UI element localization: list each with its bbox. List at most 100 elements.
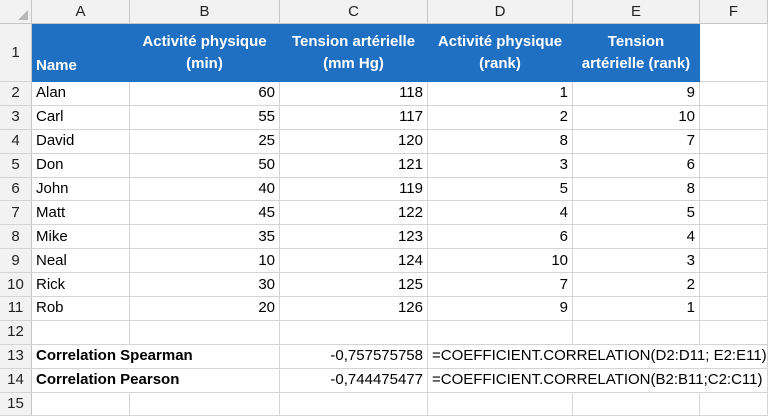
- row-header[interactable]: 8: [0, 225, 32, 250]
- empty-cell[interactable]: [700, 201, 768, 226]
- column-header-b[interactable]: B: [130, 0, 280, 24]
- tension-rank-cell[interactable]: 2: [573, 273, 700, 298]
- name-cell[interactable]: Rob: [32, 297, 130, 321]
- activity-cell[interactable]: 10: [130, 249, 280, 274]
- tension-rank-cell[interactable]: 7: [573, 129, 700, 154]
- empty-cell[interactable]: [700, 24, 768, 82]
- empty-cell[interactable]: [700, 297, 768, 321]
- activity-rank-cell[interactable]: 1: [428, 82, 573, 106]
- spearman-value-cell[interactable]: -0,757575758: [280, 344, 428, 369]
- column-header-d[interactable]: D: [428, 0, 573, 24]
- activity-cell[interactable]: 20: [130, 297, 280, 321]
- activity-rank-cell[interactable]: 8: [428, 129, 573, 154]
- empty-cell[interactable]: [700, 225, 768, 250]
- column-header-a[interactable]: A: [32, 0, 130, 24]
- row-header[interactable]: 7: [0, 201, 32, 226]
- header-cell-name[interactable]: Name: [32, 24, 130, 82]
- activity-rank-cell[interactable]: 2: [428, 105, 573, 130]
- name-cell[interactable]: David: [32, 129, 130, 154]
- empty-cell[interactable]: [130, 344, 280, 369]
- column-header-c[interactable]: C: [280, 0, 428, 24]
- activity-cell[interactable]: 45: [130, 201, 280, 226]
- name-cell[interactable]: Carl: [32, 105, 130, 130]
- tension-cell[interactable]: 119: [280, 177, 428, 202]
- empty-cell[interactable]: [428, 320, 573, 345]
- empty-cell[interactable]: [573, 392, 700, 416]
- spearman-formula-cell[interactable]: =COEFFICIENT.CORRELATION(D2:D11; E2:E11): [428, 344, 767, 369]
- empty-cell[interactable]: [130, 320, 280, 345]
- tension-cell[interactable]: 126: [280, 297, 428, 321]
- empty-cell[interactable]: [700, 153, 768, 178]
- row-header[interactable]: 11: [0, 297, 32, 321]
- tension-rank-cell[interactable]: 8: [573, 177, 700, 202]
- tension-rank-cell[interactable]: 4: [573, 225, 700, 250]
- empty-cell[interactable]: [573, 320, 700, 345]
- pearson-label-cell[interactable]: Correlation Pearson: [32, 368, 179, 393]
- name-cell[interactable]: Rick: [32, 273, 130, 298]
- select-all-corner[interactable]: [0, 0, 32, 24]
- row-header[interactable]: 6: [0, 177, 32, 202]
- row-header[interactable]: 13: [0, 344, 32, 369]
- row-header[interactable]: 4: [0, 129, 32, 154]
- activity-rank-cell[interactable]: 6: [428, 225, 573, 250]
- empty-cell[interactable]: [130, 368, 280, 393]
- empty-cell[interactable]: [700, 249, 768, 274]
- name-cell[interactable]: Alan: [32, 82, 130, 106]
- activity-cell[interactable]: 50: [130, 153, 280, 178]
- pearson-value-cell[interactable]: -0,744475477: [280, 368, 428, 393]
- empty-cell[interactable]: [130, 392, 280, 416]
- name-cell[interactable]: Don: [32, 153, 130, 178]
- empty-cell[interactable]: [573, 344, 700, 369]
- empty-cell[interactable]: [700, 273, 768, 298]
- tension-rank-cell[interactable]: 9: [573, 82, 700, 106]
- tension-cell[interactable]: 125: [280, 273, 428, 298]
- row-header[interactable]: 14: [0, 368, 32, 393]
- empty-cell[interactable]: [32, 392, 130, 416]
- activity-rank-cell[interactable]: 5: [428, 177, 573, 202]
- tension-cell[interactable]: 118: [280, 82, 428, 106]
- row-header[interactable]: 9: [0, 249, 32, 274]
- empty-cell[interactable]: [700, 82, 768, 106]
- name-cell[interactable]: Mike: [32, 225, 130, 250]
- pearson-formula-cell[interactable]: =COEFFICIENT.CORRELATION(B2:B11;C2:C11): [428, 368, 763, 393]
- tension-cell[interactable]: 123: [280, 225, 428, 250]
- tension-rank-cell[interactable]: 5: [573, 201, 700, 226]
- activity-cell[interactable]: 40: [130, 177, 280, 202]
- column-header-e[interactable]: E: [573, 0, 700, 24]
- name-cell[interactable]: John: [32, 177, 130, 202]
- activity-rank-cell[interactable]: 7: [428, 273, 573, 298]
- empty-cell[interactable]: [573, 368, 700, 393]
- empty-cell[interactable]: [32, 320, 130, 345]
- row-header[interactable]: 10: [0, 273, 32, 298]
- activity-cell[interactable]: 35: [130, 225, 280, 250]
- empty-cell[interactable]: [700, 392, 768, 416]
- activity-cell[interactable]: 25: [130, 129, 280, 154]
- activity-rank-cell[interactable]: 4: [428, 201, 573, 226]
- activity-rank-cell[interactable]: 9: [428, 297, 573, 321]
- row-header[interactable]: 3: [0, 105, 32, 130]
- name-cell[interactable]: Matt: [32, 201, 130, 226]
- row-header[interactable]: 2: [0, 82, 32, 106]
- name-cell[interactable]: Neal: [32, 249, 130, 274]
- tension-cell[interactable]: 120: [280, 129, 428, 154]
- tension-cell[interactable]: 122: [280, 201, 428, 226]
- tension-rank-cell[interactable]: 1: [573, 297, 700, 321]
- row-header[interactable]: 5: [0, 153, 32, 178]
- empty-cell[interactable]: [700, 177, 768, 202]
- header-cell-activity-rank[interactable]: Activité physique (rank): [428, 24, 573, 82]
- header-cell-activity[interactable]: Activité physique (min): [130, 24, 280, 82]
- empty-cell[interactable]: [700, 105, 768, 130]
- activity-rank-cell[interactable]: 3: [428, 153, 573, 178]
- empty-cell[interactable]: [428, 392, 573, 416]
- tension-cell[interactable]: 117: [280, 105, 428, 130]
- empty-cell[interactable]: [700, 129, 768, 154]
- row-header[interactable]: 1: [0, 24, 32, 82]
- activity-rank-cell[interactable]: 10: [428, 249, 573, 274]
- tension-rank-cell[interactable]: 3: [573, 249, 700, 274]
- empty-cell[interactable]: [700, 320, 768, 345]
- row-header[interactable]: 15: [0, 392, 32, 416]
- column-header-f[interactable]: F: [700, 0, 768, 24]
- row-header[interactable]: 12: [0, 320, 32, 345]
- activity-cell[interactable]: 55: [130, 105, 280, 130]
- header-cell-tension-rank[interactable]: Tension artérielle (rank): [573, 24, 700, 82]
